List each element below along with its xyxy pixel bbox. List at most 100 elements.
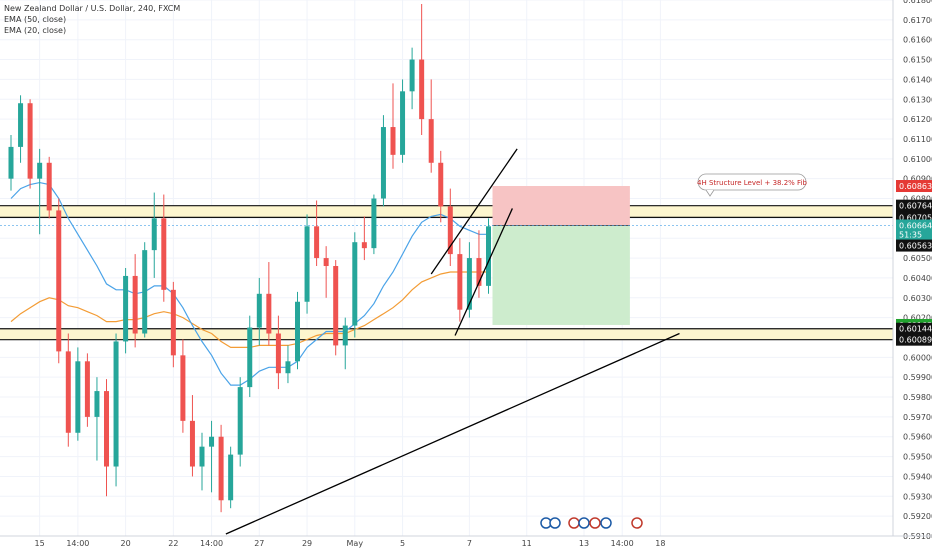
trendline — [454, 208, 513, 336]
candle-body — [151, 218, 157, 251]
time-tick-label: 7 — [467, 539, 472, 548]
candle-body — [94, 391, 100, 417]
symbol-title: New Zealand Dollar / U.S. Dollar, 240, F… — [4, 4, 181, 13]
time-tick-label: 15 — [35, 539, 45, 548]
candle-body — [180, 355, 186, 421]
time-tick-label: 27 — [254, 539, 264, 548]
candle-body — [400, 91, 406, 155]
indicator-ema50: EMA (50, close) — [4, 15, 67, 24]
candle-body — [142, 250, 148, 334]
candle-body — [266, 293, 272, 334]
candle-body — [390, 127, 396, 155]
event-flag-icon — [568, 517, 580, 529]
price-axis[interactable]: 0.591000.592000.593000.594000.595000.596… — [892, 0, 932, 541]
time-tick-label: 22 — [168, 539, 178, 548]
candle-body — [218, 436, 224, 501]
annotation[interactable]: 4H Structure Level + 38.2% Fib — [697, 173, 807, 197]
price-badge-label: 0.60705 — [899, 213, 932, 222]
event-flag-icon — [578, 517, 590, 529]
candle-body — [46, 162, 52, 211]
time-tick-label: 11 — [522, 539, 532, 548]
candle-body — [486, 226, 491, 286]
event-flag-icon — [600, 517, 612, 529]
candle-body — [476, 258, 482, 286]
candle-body — [275, 333, 281, 374]
candle-body — [37, 162, 43, 179]
candle-body — [438, 162, 444, 207]
candle-body — [428, 119, 434, 163]
candle-body — [352, 242, 358, 326]
candle-body — [295, 301, 300, 362]
zone-band — [0, 205, 893, 218]
annotation-box — [697, 173, 807, 191]
candle-body — [457, 254, 463, 310]
candle-body — [199, 446, 205, 467]
candle-body — [170, 289, 176, 356]
candle-body — [104, 391, 109, 467]
trendlines[interactable] — [225, 148, 680, 535]
trendline — [430, 148, 518, 275]
event-markers[interactable] — [540, 517, 643, 529]
time-tick-label: May — [347, 539, 364, 548]
event-flag-icon — [631, 517, 643, 529]
candle-body — [18, 103, 24, 147]
indicator-ema20: EMA (20, close) — [4, 26, 67, 35]
chart-legend: New Zealand Dollar / U.S. Dollar, 240, F… — [4, 3, 180, 36]
time-tick-label: 20 — [121, 539, 131, 548]
price-badge — [896, 180, 932, 193]
time-tick-label: 13 — [579, 539, 589, 548]
time-tick-label: 29 — [302, 539, 312, 548]
time-tick-label: 14:00 — [200, 539, 223, 548]
price-badge — [896, 228, 932, 241]
zone-band — [0, 328, 893, 340]
candle-body — [113, 341, 119, 467]
candle-body — [419, 59, 425, 120]
price-badge-label: 0.60089 — [899, 336, 932, 345]
price-badge-label: 0.60863 — [899, 182, 932, 191]
stop-loss-area — [492, 186, 630, 226]
candle-body — [247, 327, 253, 388]
take-profit-area — [492, 225, 630, 325]
annotation-text: 4H Structure Level + 38.2% Fib — [697, 179, 807, 187]
candle-body — [314, 226, 320, 259]
candle-body — [84, 361, 90, 417]
price-badge-label: 0.60563 — [899, 242, 932, 251]
candle-body — [304, 226, 310, 302]
time-tick-label: 14:00 — [66, 539, 89, 548]
candle-body — [333, 266, 339, 346]
price-badge — [896, 333, 932, 346]
time-axis[interactable]: 15 14:00 20 22 14:00 27 29 May 5 7 11 13 14:00 18 — [0, 535, 932, 548]
trendline — [225, 332, 680, 535]
event-flag-icon — [589, 517, 601, 529]
price-badge-label: 0.60664 — [899, 222, 932, 231]
candle-body — [256, 293, 262, 328]
trade-position[interactable] — [0, 186, 893, 325]
candle-body — [361, 242, 367, 249]
candle-body — [228, 454, 234, 501]
candles — [8, 3, 491, 513]
price-badge-label: 0.60144 — [899, 325, 932, 334]
price-badge-label: 51:35 — [899, 230, 922, 239]
annotation-pointer — [705, 189, 715, 197]
candle-body — [75, 361, 81, 433]
candle-body — [371, 198, 377, 249]
time-tick-label: 18 — [655, 539, 665, 548]
